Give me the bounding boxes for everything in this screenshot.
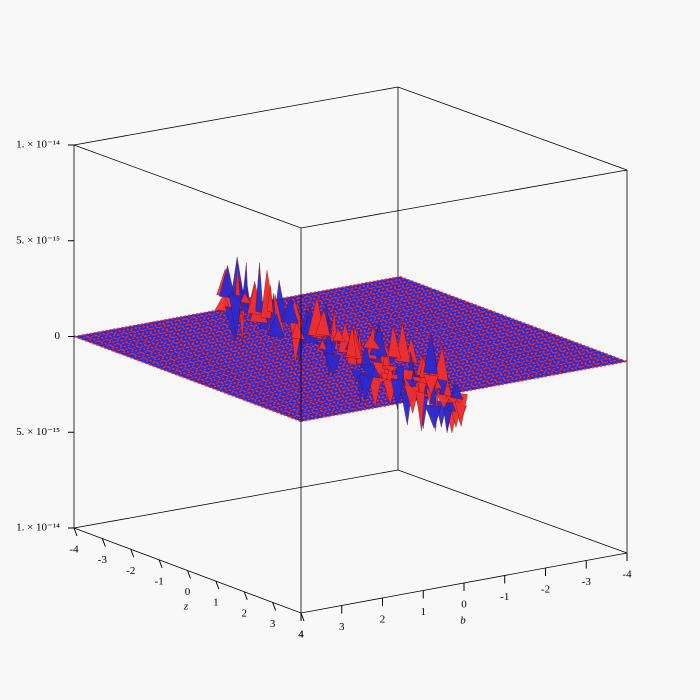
z-tick-label: 5. × 10⁻¹⁵ (16, 426, 60, 438)
mesh-line (367, 281, 595, 369)
mesh-line (399, 275, 628, 363)
surface (73, 256, 628, 434)
surface-spike (382, 364, 399, 372)
y-axis-label: b (460, 615, 466, 627)
y-tick-label: 0 (461, 599, 467, 611)
z-tick-label: 1. × 10⁻¹⁴ (16, 139, 60, 151)
x-axis-label: z (183, 601, 189, 613)
y-tick-label: -2 (541, 584, 550, 596)
surface-spike (405, 379, 419, 388)
y-tick-label: 1 (421, 606, 427, 618)
surface-spike (228, 293, 242, 337)
x-tick-label: -1 (155, 575, 164, 587)
surface-spike (360, 363, 376, 381)
mesh-line (81, 334, 310, 421)
surface-spike (445, 400, 456, 412)
surface-spike (332, 328, 346, 343)
y-tick-label: 4 (298, 629, 304, 641)
surface-spike (375, 377, 389, 383)
mesh-line (159, 307, 486, 370)
y-tick-label: 3 (339, 621, 345, 633)
surface-spike (415, 391, 425, 432)
y-tick-label: 2 (380, 614, 386, 626)
surface-spike (434, 379, 443, 390)
surface-spike (318, 338, 328, 351)
mesh-line (98, 331, 326, 418)
surface-spike (423, 333, 438, 375)
mesh-line (114, 328, 342, 415)
surface-spike (386, 365, 395, 382)
mesh-line (293, 295, 522, 382)
z-tick-label: 0 (55, 330, 61, 342)
surface-spike (362, 334, 381, 350)
x-tick (130, 549, 135, 558)
mesh-line (122, 326, 351, 414)
x-tick (101, 538, 106, 547)
surface-spike (346, 324, 357, 358)
mesh-line (138, 323, 367, 411)
box-edge (73, 144, 628, 229)
surface-spike (324, 353, 341, 376)
surface-spike (219, 265, 236, 299)
surface-spike (280, 297, 299, 324)
mesh-line (163, 319, 391, 406)
mesh-line (147, 322, 375, 409)
y-tick-label: -4 (622, 569, 632, 581)
surface-spike (255, 262, 264, 314)
x-tick (73, 527, 78, 537)
x-tick-label: 0 (185, 586, 191, 598)
surface-spike (390, 378, 404, 410)
y-tick-label: -3 (582, 576, 592, 588)
mesh-line (130, 325, 359, 412)
x-tick (272, 602, 277, 611)
x-tick (215, 580, 220, 590)
x-tick (187, 570, 191, 579)
mesh-line (73, 335, 302, 423)
x-tick-label: -3 (98, 554, 108, 566)
x-tick-label: 2 (242, 607, 248, 619)
mesh-line (391, 277, 620, 364)
mesh-line (359, 283, 587, 370)
x-tick (158, 559, 163, 569)
mesh-line (90, 332, 318, 420)
x-tick-label: 4 (298, 629, 304, 641)
surface-spike (266, 285, 274, 314)
z-tick-label: 1. × 10⁻¹⁴ (16, 522, 60, 534)
mesh-line (155, 320, 383, 408)
x-tick-label: -4 (69, 544, 79, 556)
mesh-line (375, 280, 603, 367)
surface-spike (315, 308, 331, 337)
surface-spike (424, 404, 442, 430)
x-tick-label: 3 (270, 618, 276, 630)
z-tick-label: 5. × 10⁻¹⁵ (16, 234, 60, 246)
surface-spike (369, 325, 388, 357)
mesh-line (289, 356, 616, 418)
mesh-line (124, 294, 452, 357)
mesh-line (106, 329, 334, 417)
box-edge (73, 527, 628, 614)
surface-spike (387, 324, 401, 359)
mesh-line (300, 360, 628, 423)
mesh-line (383, 278, 611, 366)
surface-spike (423, 374, 439, 396)
surface-spike (351, 368, 363, 382)
x-tick-label: 1 (213, 597, 219, 609)
y-tick-label: -1 (500, 591, 509, 603)
surface-spike (240, 292, 252, 305)
surface-spike (450, 383, 463, 400)
box-edge (73, 86, 628, 171)
x-tick (243, 591, 248, 600)
box-edge (73, 469, 628, 554)
surface-spike (267, 313, 285, 338)
x-tick-label: -2 (126, 565, 135, 577)
